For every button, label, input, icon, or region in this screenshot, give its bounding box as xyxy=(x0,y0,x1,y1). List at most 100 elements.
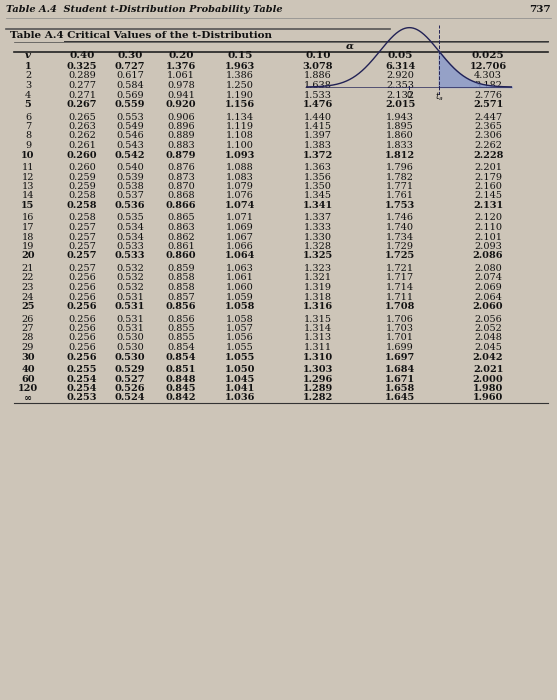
Text: 0.531: 0.531 xyxy=(116,324,144,333)
Text: 1.045: 1.045 xyxy=(225,374,255,384)
Text: 6: 6 xyxy=(25,113,31,122)
Text: 20: 20 xyxy=(21,251,35,260)
Text: 1.330: 1.330 xyxy=(304,232,332,241)
Text: 2.160: 2.160 xyxy=(474,182,502,191)
Text: 2.045: 2.045 xyxy=(474,343,502,352)
Text: 0.259: 0.259 xyxy=(68,172,96,181)
Text: 0.851: 0.851 xyxy=(166,365,196,374)
Text: 1.350: 1.350 xyxy=(304,182,332,191)
Text: 25: 25 xyxy=(21,302,35,311)
Text: 1.316: 1.316 xyxy=(303,302,333,311)
Text: 0.257: 0.257 xyxy=(67,251,97,260)
Text: 26: 26 xyxy=(22,314,34,323)
Text: 1.415: 1.415 xyxy=(304,122,332,131)
Text: 2.015: 2.015 xyxy=(385,100,415,109)
Text: 1.055: 1.055 xyxy=(226,343,254,352)
Text: 0.532: 0.532 xyxy=(116,274,144,283)
Text: 2.145: 2.145 xyxy=(474,192,502,200)
Text: 0.025: 0.025 xyxy=(472,51,504,60)
Text: 17: 17 xyxy=(22,223,34,232)
Text: 1.397: 1.397 xyxy=(304,132,332,141)
Text: 2.110: 2.110 xyxy=(474,223,502,232)
Text: 0.559: 0.559 xyxy=(115,100,145,109)
Text: 2.228: 2.228 xyxy=(473,150,503,160)
Text: 1.796: 1.796 xyxy=(386,163,414,172)
Text: 1.383: 1.383 xyxy=(304,141,332,150)
Text: 0.876: 0.876 xyxy=(167,163,195,172)
Text: 1.761: 1.761 xyxy=(386,192,414,200)
Text: 0.858: 0.858 xyxy=(167,283,195,292)
Text: 0.256: 0.256 xyxy=(68,324,96,333)
Text: 0.536: 0.536 xyxy=(115,201,145,210)
Text: 0.257: 0.257 xyxy=(68,223,96,232)
Text: 1.069: 1.069 xyxy=(226,223,254,232)
Text: 1.134: 1.134 xyxy=(226,113,254,122)
Text: 2.000: 2.000 xyxy=(473,374,504,384)
Text: 0.533: 0.533 xyxy=(115,251,145,260)
Text: 5: 5 xyxy=(25,100,31,109)
Text: 2.021: 2.021 xyxy=(473,365,503,374)
Text: 0.920: 0.920 xyxy=(165,100,196,109)
Text: 2.353: 2.353 xyxy=(386,81,414,90)
Text: 1.671: 1.671 xyxy=(385,374,415,384)
Text: 0.845: 0.845 xyxy=(166,384,196,393)
Text: 0.533: 0.533 xyxy=(116,242,144,251)
Text: 22: 22 xyxy=(22,274,34,283)
Text: 1.311: 1.311 xyxy=(304,343,332,352)
Text: 1.289: 1.289 xyxy=(303,384,333,393)
Text: 0.889: 0.889 xyxy=(167,132,195,141)
Text: 1.533: 1.533 xyxy=(304,90,332,99)
Text: 3.182: 3.182 xyxy=(474,81,502,90)
Text: 1.314: 1.314 xyxy=(304,324,332,333)
Text: 40: 40 xyxy=(21,365,35,374)
Text: 0.256: 0.256 xyxy=(68,333,96,342)
Text: 0.569: 0.569 xyxy=(116,90,144,99)
Text: 1.325: 1.325 xyxy=(303,251,333,260)
Text: 0.256: 0.256 xyxy=(68,343,96,352)
Text: 0.532: 0.532 xyxy=(116,283,144,292)
Text: 1.321: 1.321 xyxy=(304,274,332,283)
Text: 2.201: 2.201 xyxy=(474,163,502,172)
Text: 0.265: 0.265 xyxy=(68,113,96,122)
Text: 0.267: 0.267 xyxy=(67,100,97,109)
Text: 0.531: 0.531 xyxy=(116,293,144,302)
Text: 0.260: 0.260 xyxy=(67,150,97,160)
Text: 1.088: 1.088 xyxy=(226,163,254,172)
Text: 0.870: 0.870 xyxy=(167,182,195,191)
Text: 1.057: 1.057 xyxy=(226,324,254,333)
Text: 0.253: 0.253 xyxy=(67,393,97,402)
Text: 1.058: 1.058 xyxy=(226,314,254,323)
Text: 2.776: 2.776 xyxy=(474,90,502,99)
Text: 0.255: 0.255 xyxy=(67,365,97,374)
Text: 6.314: 6.314 xyxy=(385,62,415,71)
Text: 18: 18 xyxy=(22,232,34,241)
Text: 0.860: 0.860 xyxy=(165,251,196,260)
Text: 1.345: 1.345 xyxy=(304,192,332,200)
Text: 0.531: 0.531 xyxy=(115,302,145,311)
Text: 7: 7 xyxy=(25,122,31,131)
Text: 1.372: 1.372 xyxy=(303,150,333,160)
Text: 2.052: 2.052 xyxy=(474,324,502,333)
Text: 1.318: 1.318 xyxy=(304,293,332,302)
Text: 0.256: 0.256 xyxy=(67,302,97,311)
Text: 0.535: 0.535 xyxy=(116,214,144,223)
Text: 1.734: 1.734 xyxy=(386,232,414,241)
Text: 0.546: 0.546 xyxy=(116,132,144,141)
Text: 0.538: 0.538 xyxy=(116,182,144,191)
Text: 737: 737 xyxy=(529,5,551,14)
Text: 0.256: 0.256 xyxy=(68,283,96,292)
Text: 0.30: 0.30 xyxy=(118,51,143,60)
Text: 1.067: 1.067 xyxy=(226,232,254,241)
Text: 1.119: 1.119 xyxy=(226,122,254,131)
Text: 1.074: 1.074 xyxy=(225,201,255,210)
Text: 0.857: 0.857 xyxy=(167,293,195,302)
Text: 0.842: 0.842 xyxy=(166,393,196,402)
Text: 0.258: 0.258 xyxy=(68,214,96,223)
Text: 0.531: 0.531 xyxy=(116,314,144,323)
Text: 1.833: 1.833 xyxy=(386,141,414,150)
Text: Table A.4  Student t-Distribution Probability Table: Table A.4 Student t-Distribution Probabi… xyxy=(6,5,282,14)
Text: 0.543: 0.543 xyxy=(116,141,144,150)
Text: 0: 0 xyxy=(407,91,412,100)
Text: 0.524: 0.524 xyxy=(115,393,145,402)
Text: 0.941: 0.941 xyxy=(167,90,195,99)
